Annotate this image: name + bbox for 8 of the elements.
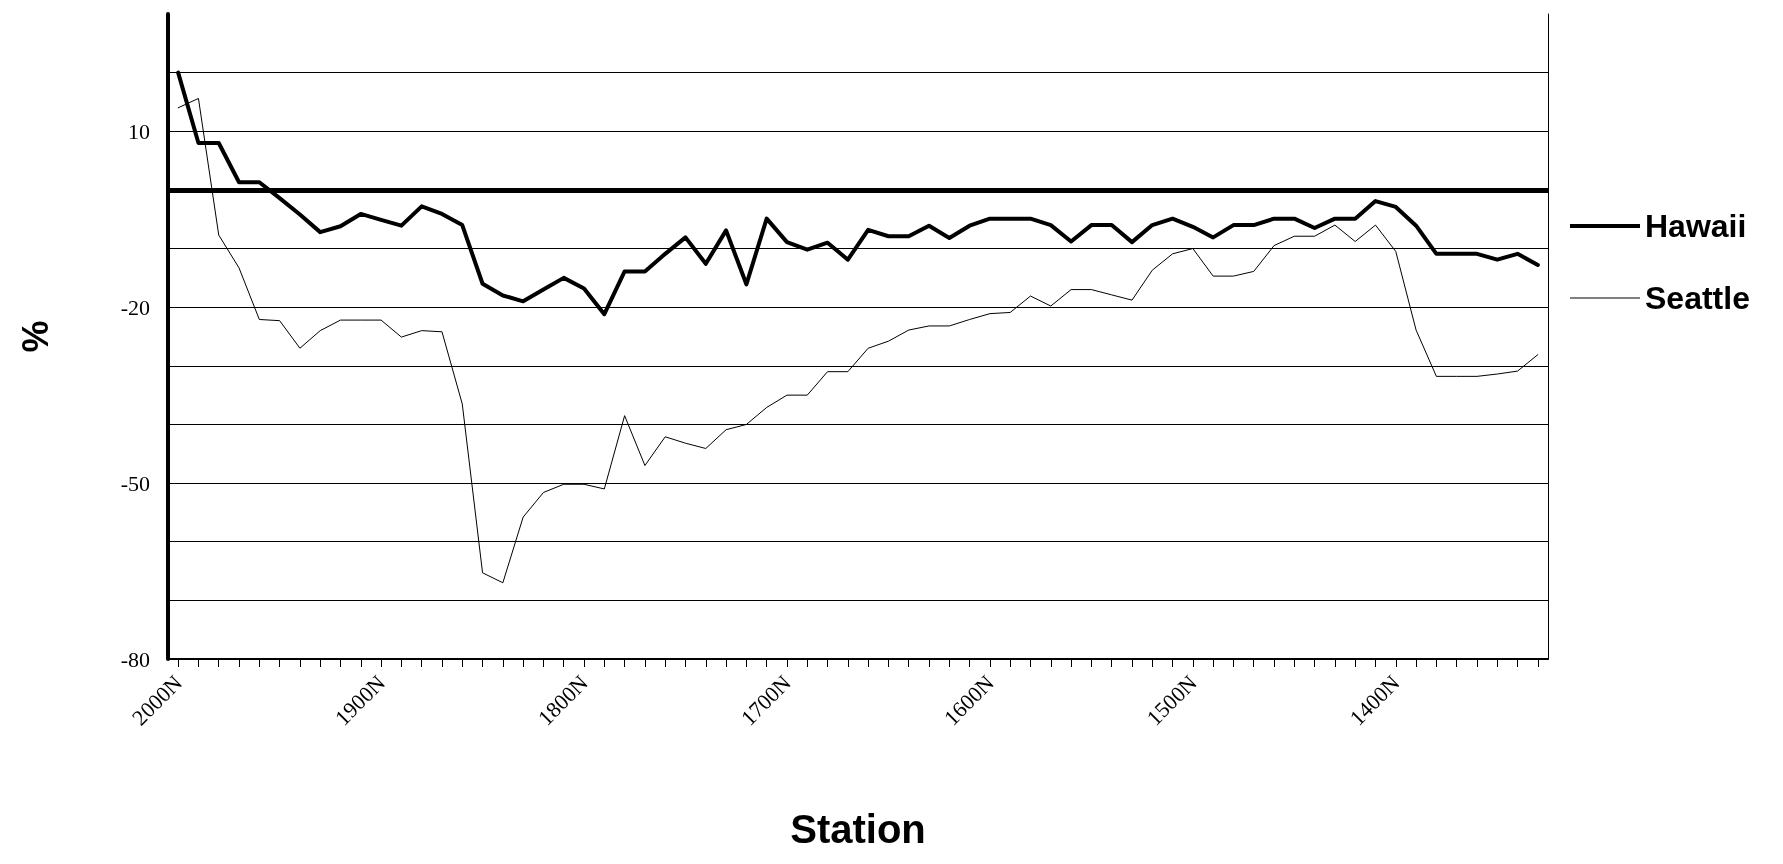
y-tick-label: -20 — [120, 294, 150, 320]
x-axis-title: Station — [790, 807, 926, 851]
legend-label: Hawaii — [1645, 208, 1747, 244]
y-axis-title: % — [14, 320, 56, 353]
y-tick-label: 10 — [128, 118, 150, 144]
legend-label: Seattle — [1645, 280, 1750, 316]
y-tick-label: -80 — [120, 646, 150, 672]
y-tick-label: -50 — [120, 470, 150, 496]
